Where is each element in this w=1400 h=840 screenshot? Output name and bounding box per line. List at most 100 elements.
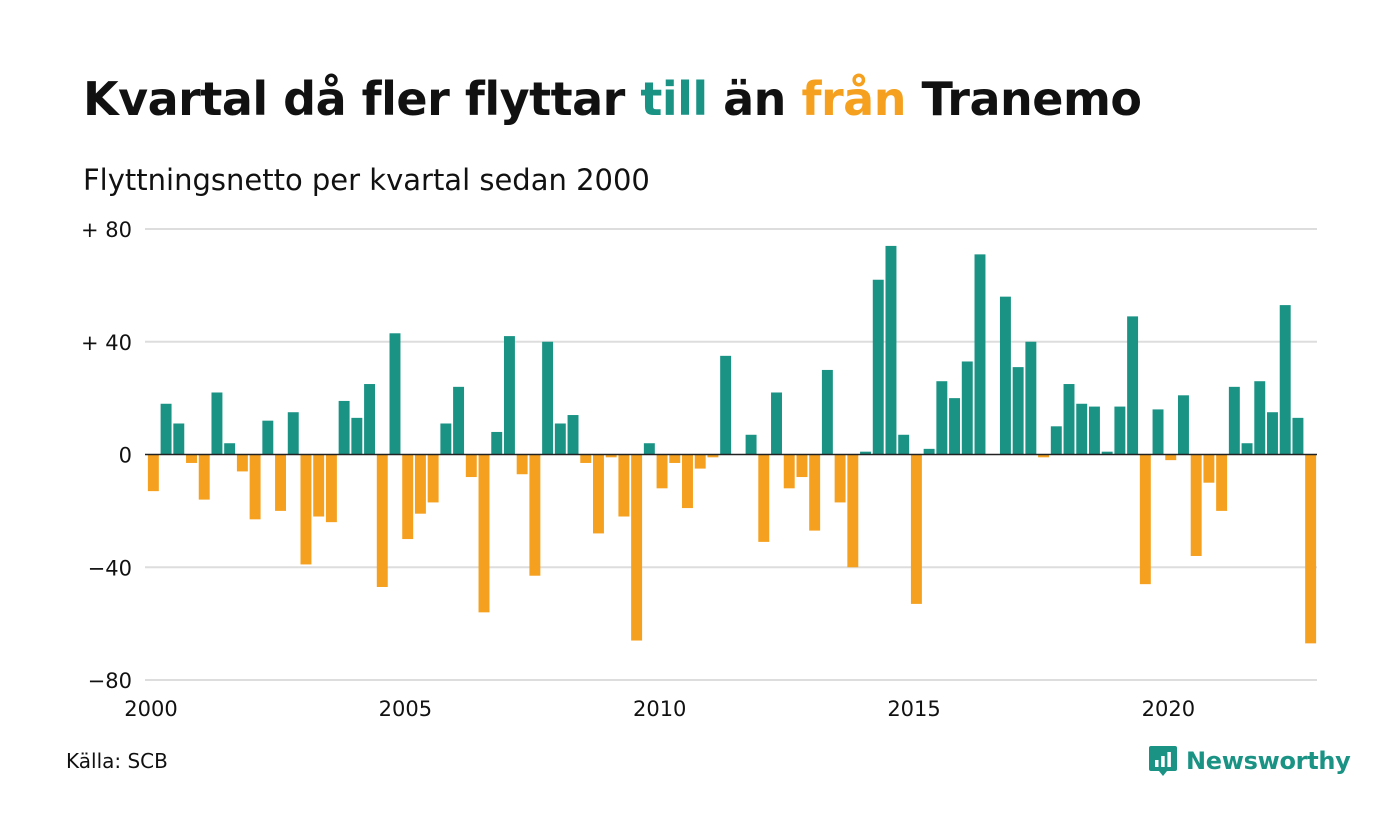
newsworthy-logo-icon [1149,746,1177,776]
bar [961,361,973,455]
bar [1190,454,1202,556]
bar [351,417,363,455]
x-tick-label: 2015 [887,697,940,721]
bar [923,448,935,455]
bar [376,454,388,587]
bar [949,398,961,455]
bar [809,454,821,531]
title-word-fran: från [801,72,906,126]
bar [160,403,172,455]
bar [999,296,1011,455]
bar [974,254,986,455]
bar [910,454,922,604]
bar [567,415,579,455]
bar [1165,454,1177,461]
y-tick-label: 0 [119,444,132,468]
bar [440,423,452,455]
x-tick-label: 2005 [379,697,432,721]
x-tick-label: 2010 [633,697,686,721]
bar [758,454,770,542]
y-tick-label: + 80 [81,218,132,242]
bar [1178,395,1189,455]
bar [593,454,604,534]
bar [1292,417,1304,455]
chart-title: Kvartal då fler flyttar till än från Tra… [83,72,1142,126]
bar [1063,384,1075,455]
bar [783,454,795,489]
bar [211,392,223,455]
bar [847,454,859,568]
title-part-3: Tranemo [905,72,1142,126]
bar [618,454,630,517]
bar [313,454,325,517]
bar [936,381,948,455]
bar [1127,316,1139,455]
bar [173,423,185,455]
bar [1025,341,1037,455]
bar [1254,381,1266,455]
bar [186,454,197,463]
bar [682,454,693,509]
bar [1088,406,1100,455]
bar [860,451,871,455]
bar [300,454,312,565]
bar [542,341,554,455]
bar [147,454,159,492]
title-word-till: till [640,72,708,126]
bar [1038,454,1050,458]
y-tick-label: −40 [88,556,132,580]
bar [631,454,643,641]
bar [389,333,401,455]
y-tick-label: −80 [88,669,132,693]
bar [1101,451,1113,455]
bar [529,454,541,576]
gridlines [145,228,1317,681]
bar [745,434,757,455]
title-part-1: Kvartal då fler flyttar [83,72,641,126]
x-tick-label: 2000 [124,697,177,721]
bar [465,454,477,478]
bar [872,279,884,455]
bar [720,355,732,455]
bar [491,431,503,455]
bar [694,454,706,469]
bar [236,454,248,472]
bar [796,454,808,478]
bar [1050,426,1062,455]
bar [834,454,846,503]
bar [1305,454,1317,644]
bar [669,454,681,463]
bar [287,412,299,455]
bar [1241,443,1253,455]
newsworthy-logo: Newsworthy [1148,744,1351,778]
x-axis-tick-labels: 2000 2005 2010 2015 2020 [124,697,1195,721]
bar [1152,409,1164,455]
newsworthy-logo-text: Newsworthy [1186,747,1351,775]
bar [885,245,897,455]
bar [707,454,719,458]
bar [402,454,414,540]
bar [1012,367,1024,455]
bar [414,454,426,514]
bar [325,454,337,523]
bar [224,443,236,455]
bar [516,454,528,475]
bar [364,384,376,455]
chart-subtitle: Flyttningsnetto per kvartal sedan 2000 [83,163,650,197]
bar [453,386,465,455]
bar [427,454,439,503]
bar [503,336,515,455]
bar [1114,406,1126,455]
source-note: Källa: SCB [66,749,168,773]
bar [338,400,350,455]
bar [1216,454,1228,511]
bar [821,369,833,455]
bar [262,420,274,455]
bar [1228,386,1240,455]
y-tick-label: + 40 [81,331,132,355]
bar [1203,454,1215,483]
bar [249,454,261,520]
bar [1139,454,1151,585]
bar [771,392,782,455]
